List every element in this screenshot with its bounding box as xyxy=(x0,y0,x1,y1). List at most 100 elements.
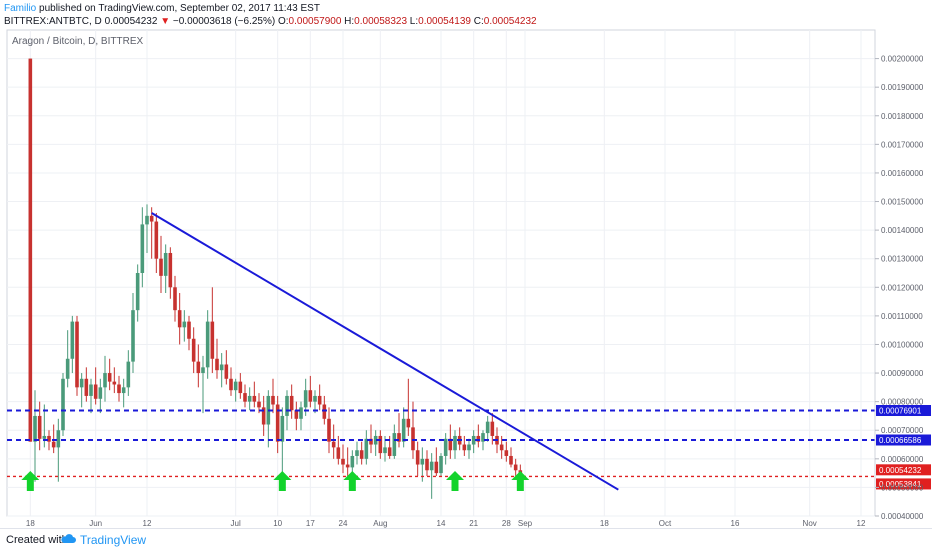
y-tick-label: 0.00150000 xyxy=(881,198,924,207)
candle-body xyxy=(247,395,252,402)
candle-body xyxy=(275,404,280,442)
candle-body xyxy=(471,435,476,445)
close-label: C: xyxy=(473,16,484,27)
low-value: 0.00054139 xyxy=(418,16,471,27)
candle-body xyxy=(61,378,65,431)
candle-body xyxy=(93,384,98,399)
green-up-arrow-icon xyxy=(343,471,362,491)
x-tick-label: 21 xyxy=(469,519,478,528)
candle-body xyxy=(210,321,215,359)
candle-body xyxy=(336,447,341,459)
grid xyxy=(7,30,875,517)
candle-body xyxy=(84,378,89,396)
candle-body xyxy=(168,252,173,288)
author-link[interactable]: Familio xyxy=(4,3,37,14)
y-tick-label: 0.00200000 xyxy=(881,55,924,64)
candle-body xyxy=(280,415,285,442)
candle-body xyxy=(420,458,425,465)
y-tick-label: 0.00140000 xyxy=(881,226,924,235)
candle-body xyxy=(499,444,504,451)
price-chart[interactable]: 0.00076901 0.00066586 0.00054232 0.00053841… xyxy=(0,28,932,528)
candle-body xyxy=(70,321,75,359)
candle-body xyxy=(481,433,485,442)
y-tick-label: 0.00080000 xyxy=(881,398,924,407)
ohlc-line: BITTREX:ANTBTC, D 0.00054232 ▼ −0.000036… xyxy=(4,16,537,27)
low-label: L: xyxy=(409,16,419,27)
candle-body xyxy=(215,358,219,371)
candle-body xyxy=(345,464,350,468)
y-tick-label: 0.00190000 xyxy=(881,83,924,92)
price-label-text: 0.00076901 xyxy=(879,407,922,416)
candle-body xyxy=(65,358,70,379)
candle-body xyxy=(173,287,177,311)
price-levels: 0.00076901 0.00066586 0.00054232 0.00053841 xyxy=(7,405,931,490)
symbol-label: BITTREX:ANTBTC, D xyxy=(4,16,102,27)
candle-body xyxy=(140,224,145,273)
candle-body xyxy=(107,373,112,382)
x-tick-label: Sep xyxy=(518,519,533,528)
candle-body xyxy=(243,393,247,402)
price-axis[interactable]: 0.00200000 0.00190000 0.00180000 0.00170000… xyxy=(874,30,924,521)
candle-body xyxy=(303,390,308,408)
candle-body xyxy=(79,378,84,388)
x-tick-label: Oct xyxy=(659,519,672,528)
candle-body xyxy=(271,395,275,405)
candle-body xyxy=(322,404,327,419)
price-label-box xyxy=(876,434,931,446)
tradingview-cloud-icon xyxy=(61,534,76,543)
candle-body xyxy=(219,364,224,371)
candle-body xyxy=(448,438,453,451)
trendline[interactable] xyxy=(151,212,619,491)
downtrend-line xyxy=(151,212,619,491)
candle-body xyxy=(429,461,434,471)
candle-body xyxy=(383,447,387,454)
green-up-arrow-icon xyxy=(21,471,40,491)
y-tick-label: 0.00180000 xyxy=(881,112,924,121)
candle-body xyxy=(42,435,47,439)
candle-body xyxy=(308,390,313,402)
candle-body xyxy=(103,373,107,388)
x-tick-label: 18 xyxy=(26,519,35,528)
candle-body xyxy=(238,381,243,394)
price-label-text: 0.00066586 xyxy=(879,436,922,445)
candle-body xyxy=(229,378,233,391)
candle-body xyxy=(443,438,448,456)
candle-body xyxy=(411,427,415,451)
green-up-arrow-icon xyxy=(273,471,292,491)
x-tick-label: 24 xyxy=(339,519,348,528)
candle-body xyxy=(369,438,373,445)
y-tick-label: 0.00090000 xyxy=(881,369,924,378)
candle-body xyxy=(415,450,420,465)
candle-body xyxy=(233,381,238,391)
candle-body xyxy=(47,435,51,442)
x-tick-label: Aug xyxy=(373,519,387,528)
open-value: 0.00057900 xyxy=(288,16,342,27)
y-tick-label: 0.00170000 xyxy=(881,140,924,149)
candle-body xyxy=(163,252,168,276)
candle-body xyxy=(373,435,378,445)
open-label: O: xyxy=(277,16,289,27)
candle-body xyxy=(392,433,397,456)
candle-body xyxy=(401,418,406,442)
candle-body xyxy=(145,215,149,225)
candle-body xyxy=(485,421,490,434)
y-tick-label: 0.00130000 xyxy=(881,255,924,264)
candle-body xyxy=(33,415,37,442)
candle-body xyxy=(75,321,79,388)
candle-body xyxy=(257,401,261,408)
candle-body xyxy=(387,447,392,456)
candle-body xyxy=(350,455,355,468)
candle-body xyxy=(154,221,159,259)
candle-body xyxy=(397,433,401,442)
x-tick-label: 18 xyxy=(600,519,609,528)
candle-body xyxy=(117,384,121,394)
support-arrows xyxy=(21,471,530,491)
tradingview-brand[interactable]: TradingView xyxy=(80,533,147,547)
created-with-text: Created with xyxy=(6,534,68,546)
price-label-box xyxy=(876,478,931,490)
candle-body xyxy=(177,310,182,328)
time-axis[interactable]: 18 Jun 12 Jul 10 17 24 Aug 14 21 28 Sep 18 Oct 16 Nov 12 xyxy=(26,519,866,528)
candle-body xyxy=(490,421,495,436)
candle-body xyxy=(313,395,317,402)
green-up-arrow-icon xyxy=(511,471,530,491)
